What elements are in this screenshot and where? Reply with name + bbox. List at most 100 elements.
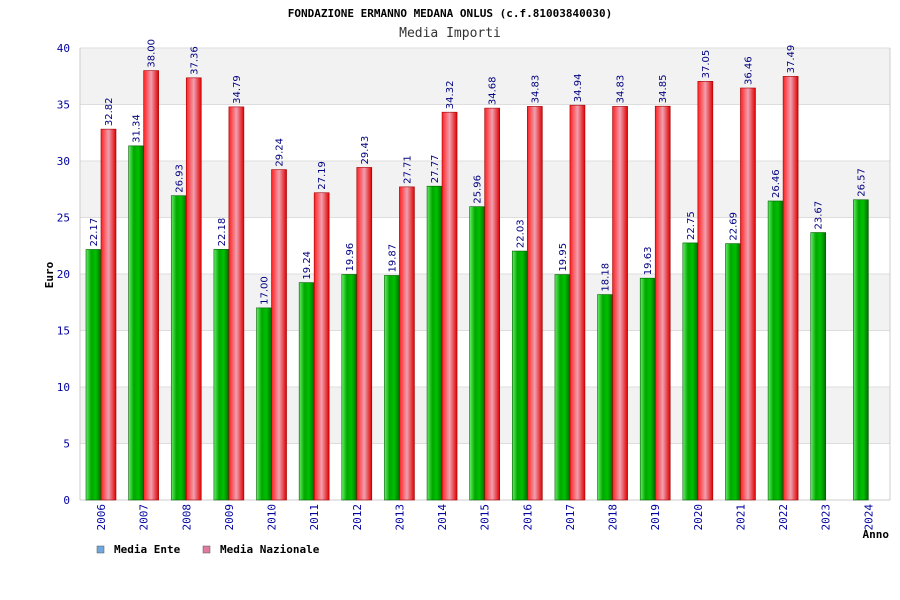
bar-media-nazionale-2021 <box>740 87 756 501</box>
value-label: 37.05 <box>701 50 712 79</box>
legend: Media Ente Media Nazionale <box>96 543 320 556</box>
value-label: 31.34 <box>132 114 143 143</box>
value-label: 26.46 <box>771 169 782 198</box>
x-tick-label: 2023 <box>820 504 833 531</box>
value-label: 34.68 <box>488 76 499 105</box>
x-tick-label: 2011 <box>308 504 321 531</box>
value-label: 19.95 <box>558 243 569 272</box>
x-tick-label: 2018 <box>607 504 620 531</box>
value-label: 36.46 <box>743 56 754 85</box>
value-label: 19.24 <box>302 251 313 280</box>
bar-media-ente-2013 <box>384 275 400 501</box>
bar-media-nazionale-2008 <box>185 77 202 501</box>
value-label: 23.67 <box>814 201 825 230</box>
x-tick-label: 2015 <box>479 504 492 531</box>
value-label: 22.18 <box>217 218 228 247</box>
value-label: 37.49 <box>786 45 797 74</box>
x-tick-label: 2006 <box>95 504 108 531</box>
value-label: 22.17 <box>89 218 100 247</box>
value-label: 19.87 <box>387 244 398 273</box>
bar-media-nazionale-2014 <box>441 111 458 501</box>
bar-media-ente-2017 <box>554 274 571 501</box>
bar-media-ente-2006 <box>85 249 102 501</box>
y-axis-title: Euro <box>43 261 56 288</box>
bar-media-nazionale-2019 <box>654 105 671 501</box>
bar-media-ente-2016 <box>512 250 528 501</box>
bar-media-ente-2023 <box>810 232 827 501</box>
bar-media-ente-2018 <box>597 294 613 501</box>
y-tick-label: 0 <box>63 494 70 507</box>
value-label: 26.57 <box>856 168 867 197</box>
bar-media-ente-2009 <box>213 249 230 501</box>
x-tick-label: 2017 <box>564 504 577 531</box>
y-tick-label: 15 <box>57 325 70 338</box>
y-tick-label: 5 <box>63 438 70 451</box>
bar-media-ente-2014 <box>426 185 443 501</box>
value-label: 37.36 <box>189 46 200 75</box>
value-label: 19.63 <box>643 247 654 276</box>
bar-media-ente-2007 <box>128 145 144 501</box>
value-label: 27.77 <box>430 155 441 184</box>
x-tick-label: 2008 <box>180 504 193 531</box>
y-tick-label: 30 <box>57 155 70 168</box>
bar-media-ente-2024 <box>853 199 869 501</box>
x-axis-title: Anno <box>863 528 890 541</box>
value-label: 34.79 <box>232 75 243 104</box>
bars <box>85 70 869 501</box>
bar-media-ente-2021 <box>725 243 741 501</box>
value-label: 17.00 <box>260 276 271 305</box>
y-tick-label: 10 <box>57 381 70 394</box>
bar-media-ente-2012 <box>341 274 358 501</box>
x-tick-label: 2013 <box>393 504 406 531</box>
value-label: 26.93 <box>174 164 185 193</box>
bar-media-nazionale-2020 <box>697 81 714 501</box>
bar-media-ente-2019 <box>639 277 656 501</box>
value-label: 29.24 <box>275 138 286 167</box>
bar-media-nazionale-2009 <box>228 106 245 501</box>
value-label: 19.96 <box>345 243 356 272</box>
value-label: 34.32 <box>445 81 456 110</box>
bar-media-nazionale-2011 <box>313 192 330 501</box>
bar-media-nazionale-2006 <box>100 128 117 501</box>
value-label: 22.69 <box>728 212 739 241</box>
bar-media-nazionale-2016 <box>527 106 543 501</box>
value-label: 27.71 <box>402 155 413 184</box>
bar-media-nazionale-2013 <box>399 186 415 501</box>
value-label: 27.19 <box>317 161 328 190</box>
bar-media-ente-2022 <box>767 200 784 501</box>
y-tick-label: 40 <box>57 42 70 55</box>
y-tick-label: 35 <box>57 99 70 112</box>
bar-media-nazionale-2018 <box>612 106 628 501</box>
bar-media-nazionale-2012 <box>356 167 373 501</box>
value-label: 18.18 <box>601 263 612 292</box>
bar-media-ente-2011 <box>298 282 315 501</box>
bar-media-ente-2015 <box>469 206 485 501</box>
value-label: 34.94 <box>573 74 584 103</box>
x-tick-label: 2019 <box>649 504 662 531</box>
x-tick-label: 2009 <box>223 504 236 531</box>
value-label: 29.43 <box>360 136 371 165</box>
x-tick-label: 2007 <box>138 504 151 531</box>
bar-media-nazionale-2017 <box>569 104 586 501</box>
x-tick-label: 2010 <box>266 504 279 531</box>
legend-swatch-media-ente <box>96 545 105 554</box>
y-tick-label: 20 <box>57 268 70 281</box>
bar-media-ente-2020 <box>682 242 699 501</box>
x-axis-ticks: 2006 2007 2008 2009 2010 2011 2012 2013 2014 2015… <box>95 504 875 531</box>
x-tick-label: 2014 <box>436 504 449 531</box>
legend-label-media-nazionale: Media Nazionale <box>220 543 320 556</box>
value-label: 25.96 <box>473 175 484 204</box>
x-tick-label: 2016 <box>521 504 534 531</box>
x-tick-label: 2020 <box>692 504 705 531</box>
value-label: 22.03 <box>515 219 526 248</box>
value-label: 32.82 <box>104 97 115 126</box>
value-label: 34.83 <box>530 75 541 104</box>
bar-media-nazionale-2022 <box>782 76 799 501</box>
legend-swatch-media-nazionale <box>202 545 211 554</box>
x-tick-label: 2024 <box>862 504 875 531</box>
value-labels: 22.17 31.34 26.93 22.18 17.00 19.24 19.96 19.87… <box>89 39 867 305</box>
x-tick-label: 2022 <box>777 504 790 531</box>
value-label: 22.75 <box>686 211 697 240</box>
bar-media-ente-2008 <box>170 195 187 501</box>
